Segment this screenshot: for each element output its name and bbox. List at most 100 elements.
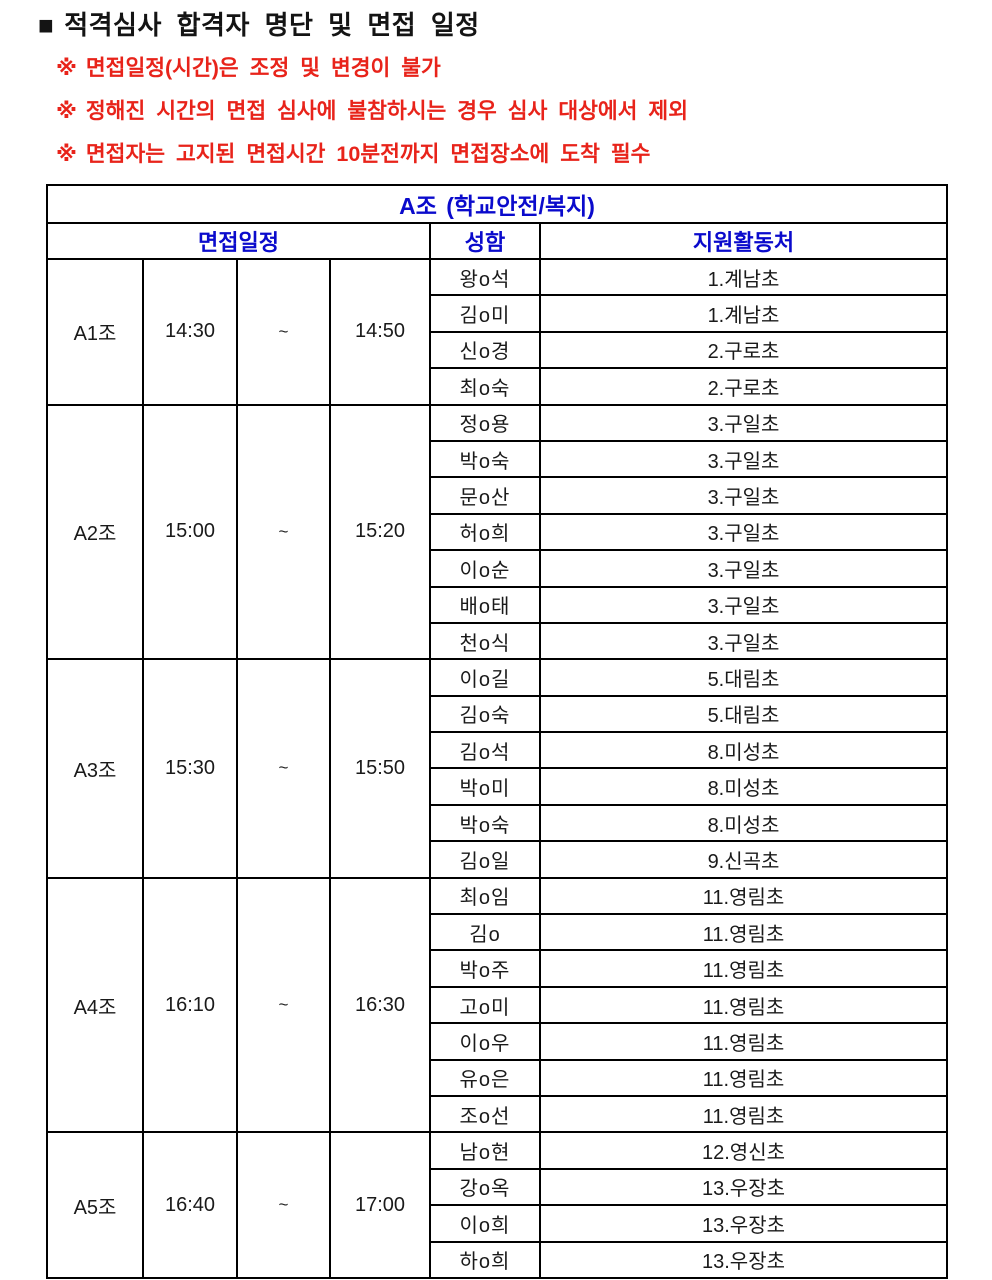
end-time-cell: 14:50 bbox=[329, 258, 431, 406]
table-row: 이o희 13.우장초 bbox=[47, 1204, 949, 1243]
tilde-cell: ~ bbox=[236, 1131, 331, 1279]
name-cell: 하o희 bbox=[429, 1240, 541, 1279]
table-row: 김o숙 5.대림초 bbox=[47, 694, 949, 734]
place-cell: 11.영림초 bbox=[538, 1058, 949, 1097]
table-row: 박o미 8.미성초 bbox=[47, 767, 949, 806]
name-cell: 문o산 bbox=[429, 476, 541, 515]
table-row: A3조 15:30 ~15:50 이o길 5.대림초 bbox=[46, 658, 949, 879]
place-cell: 3.구일초 bbox=[538, 512, 949, 552]
table-row: 이o우 11.영림초 bbox=[47, 1022, 949, 1061]
start-time-cell: 15:30 bbox=[142, 658, 238, 879]
place-cell: 8.미성초 bbox=[538, 731, 949, 770]
place-cell: 8.미성초 bbox=[538, 803, 949, 843]
tilde-cell: ~ bbox=[236, 876, 331, 1134]
table-row: 유o은 11.영림초 bbox=[47, 1058, 949, 1097]
group-title-row: A조 (학교안전/복지) bbox=[45, 184, 949, 224]
name-cell: 김o일 bbox=[429, 840, 541, 879]
name-cell: 김o bbox=[429, 913, 541, 952]
col-header-name: 성함 bbox=[429, 222, 541, 260]
name-cell: 이o길 bbox=[429, 658, 541, 697]
table-row: 문o산 3.구일초 bbox=[47, 476, 949, 515]
schedule-table-body: A1조 14:30 ~14:50 왕o석 1.계남초 김o미 1.계남초 신o경 2.구로초 최o… bbox=[46, 257, 949, 1279]
place-cell: 11.영림초 bbox=[538, 985, 949, 1025]
place-cell: 3.구일초 bbox=[538, 621, 949, 661]
note-line-3: ※ 면접자는 고지된 면접시간 10분전까지 면접장소에 도착 필수 bbox=[56, 141, 992, 168]
table-row: A4조 16:10 ~16:30 최o임 11.영림초 bbox=[46, 876, 949, 1134]
group-cell: A4조 bbox=[46, 876, 144, 1134]
name-cell: 남o현 bbox=[429, 1131, 541, 1170]
note-line-1: ※ 면접일정(시간)은 조정 및 변경이 불가 bbox=[56, 55, 992, 82]
note-text: 정해진 시간의 면접 심사에 불참하시는 경우 심사 대상에서 제외 bbox=[85, 99, 688, 123]
table-row: 김o석 8.미성초 bbox=[47, 731, 949, 770]
name-cell: 이o순 bbox=[429, 549, 541, 588]
place-cell: 13.우장초 bbox=[538, 1167, 949, 1207]
square-bullet-icon: ■ bbox=[38, 10, 55, 40]
place-cell: 11.영림초 bbox=[538, 913, 949, 952]
start-time-cell: 14:30 bbox=[142, 258, 238, 406]
name-cell: 유o은 bbox=[429, 1058, 541, 1097]
name-cell: 이o희 bbox=[429, 1204, 541, 1243]
place-cell: 11.영림초 bbox=[538, 876, 949, 916]
page-title-text: 적격심사 합격자 명단 및 면접 일정 bbox=[64, 10, 480, 40]
tilde-cell: ~ bbox=[236, 258, 331, 406]
note-line-2: ※ 정해진 시간의 면접 심사에 불참하시는 경우 심사 대상에서 제외 bbox=[56, 98, 992, 125]
name-cell: 천o식 bbox=[429, 621, 541, 661]
reference-mark-icon: ※ bbox=[56, 56, 77, 80]
table-row: 박o숙 3.구일초 bbox=[47, 439, 949, 479]
table-row: 신o경 2.구로초 bbox=[47, 330, 949, 370]
start-time-cell: 15:00 bbox=[142, 403, 238, 661]
place-cell: 11.영림초 bbox=[538, 1022, 949, 1061]
group-cell: A1조 bbox=[46, 258, 144, 406]
place-cell: 8.미성초 bbox=[538, 767, 949, 806]
end-time-cell: 16:30 bbox=[329, 876, 431, 1134]
place-cell: 11.영림초 bbox=[538, 1094, 949, 1134]
name-cell: 신o경 bbox=[429, 330, 541, 370]
place-cell: 13.우장초 bbox=[538, 1204, 949, 1243]
name-cell: 김o미 bbox=[429, 294, 541, 333]
reference-mark-icon: ※ bbox=[56, 142, 77, 166]
table-row: 박o숙 8.미성초 bbox=[47, 803, 949, 843]
place-cell: 9.신곡초 bbox=[538, 840, 949, 879]
notes-block: ※ 면접일정(시간)은 조정 및 변경이 불가 ※ 정해진 시간의 면접 심사에 불… bbox=[56, 55, 992, 168]
group-title-cell: A조 (학교안전/복지) bbox=[45, 184, 949, 224]
table-row: 강o옥 13.우장초 bbox=[47, 1167, 949, 1207]
place-cell: 1.계남초 bbox=[538, 257, 949, 297]
end-time-cell: 15:50 bbox=[329, 658, 431, 879]
end-time-cell: 15:20 bbox=[329, 403, 431, 661]
place-cell: 13.우장초 bbox=[538, 1240, 949, 1279]
tilde-cell: ~ bbox=[236, 403, 331, 661]
name-cell: 허o희 bbox=[429, 512, 541, 552]
column-header-row: 면접일정 성함 지원활동처 bbox=[46, 222, 949, 260]
table-row: A5조 16:40 ~17:00 남o현 12.영신초 bbox=[46, 1131, 949, 1279]
place-cell: 11.영림초 bbox=[538, 949, 949, 988]
place-cell: 5.대림초 bbox=[538, 694, 949, 734]
name-cell: 박o숙 bbox=[429, 803, 541, 843]
tilde-cell: ~ bbox=[236, 658, 331, 879]
name-cell: 박o미 bbox=[429, 767, 541, 806]
group-cell: A2조 bbox=[46, 403, 144, 661]
interview-schedule-table: A조 (학교안전/복지) 면접일정 성함 지원활동처 A1조 14:30 ~14:5… bbox=[45, 184, 949, 1279]
note-text: 면접일정(시간)은 조정 및 변경이 불가 bbox=[85, 56, 441, 80]
note-text: 면접자는 고지된 면접시간 10분전까지 면접장소에 도착 필수 bbox=[85, 142, 651, 166]
table-row: 김o미 1.계남초 bbox=[47, 294, 949, 333]
table-row: 고o미 11.영림초 bbox=[47, 985, 949, 1025]
place-cell: 2.구로초 bbox=[538, 330, 949, 370]
table-row: A1조 14:30 ~14:50 왕o석 1.계남초 bbox=[46, 257, 949, 406]
name-cell: 박o주 bbox=[429, 949, 541, 988]
name-cell: 최o숙 bbox=[429, 367, 541, 406]
table-row: 조o선 11.영림초 bbox=[47, 1094, 949, 1134]
page-title: ■ 적격심사 합격자 명단 및 면접 일정 bbox=[38, 9, 992, 41]
place-cell: 3.구일초 bbox=[538, 403, 949, 442]
table-row: 김o일 9.신곡초 bbox=[47, 840, 949, 879]
name-cell: 이o우 bbox=[429, 1022, 541, 1061]
place-cell: 5.대림초 bbox=[538, 658, 949, 697]
name-cell: 박o숙 bbox=[429, 439, 541, 479]
place-cell: 1.계남초 bbox=[538, 294, 949, 333]
table-row: 허o희 3.구일초 bbox=[47, 512, 949, 552]
table-row: 최o숙 2.구로초 bbox=[47, 367, 949, 406]
reference-mark-icon: ※ bbox=[56, 99, 77, 123]
table-row: 배o태 3.구일초 bbox=[47, 585, 949, 624]
place-cell: 3.구일초 bbox=[538, 476, 949, 515]
group-cell: A5조 bbox=[46, 1131, 144, 1279]
group-cell: A3조 bbox=[46, 658, 144, 879]
